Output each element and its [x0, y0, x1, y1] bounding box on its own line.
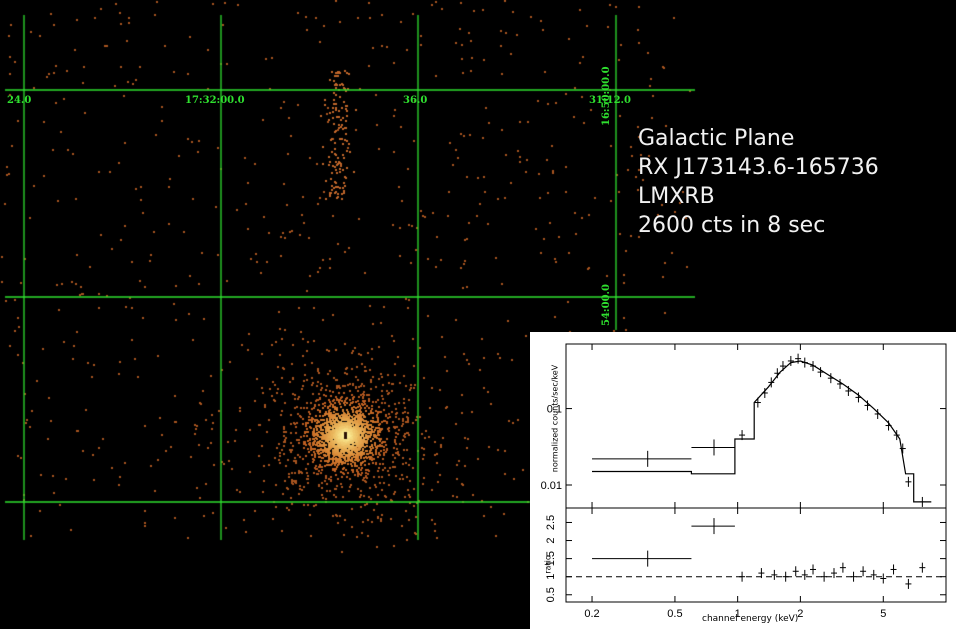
ratio-frame — [565, 507, 947, 603]
source-caption: Galactic Plane RX J173143.6-165736 LMXRB… — [638, 124, 879, 240]
source-class: LMXRB — [638, 184, 715, 209]
source-name: RX J173143.6-165736 — [638, 155, 879, 180]
xtick-label: 1 — [735, 608, 741, 620]
xtick-label: 5 — [880, 608, 886, 620]
ra-label: 24.0 — [7, 95, 32, 106]
dec-label: 16:50:00.0 — [601, 66, 612, 126]
dec-label: 54:00.0 — [601, 284, 612, 326]
ratio-ytick-label: 2.5 — [545, 515, 557, 530]
ra-label: 31:12.0 — [589, 95, 631, 106]
xaxis-label: channel energy (keV) — [702, 614, 799, 624]
spectrum-ytick-label: 0.1 — [547, 404, 562, 416]
ra-label: 36.0 — [403, 95, 428, 106]
xtick-label: 0.2 — [584, 608, 599, 620]
ra-label: 17:32:00.0 — [185, 95, 245, 106]
spectrum-ylabel: normalized counts/sec/keV — [550, 364, 560, 473]
ratio-ytick-label: 2 — [545, 537, 557, 543]
field-name: Galactic Plane — [638, 126, 795, 151]
xtick-label: 0.5 — [667, 608, 682, 620]
xtick-label: 2 — [797, 608, 803, 620]
spectrum-svg: 0.01 0.1 0.5 1 1.5 2 2.5 0.2 0.5 1 2 5 — [541, 343, 947, 620]
ratio-ytick-label: 1.5 — [545, 551, 557, 566]
ratio-ytick-label: 1 — [545, 574, 557, 580]
spectrum-ytick-label: 0.01 — [541, 480, 562, 492]
count-summary: 2600 cts in 8 sec — [638, 213, 826, 238]
spectrum-chart: 0.01 0.1 0.5 1 1.5 2 2.5 0.2 0.5 1 2 5 normalized c… — [530, 332, 956, 629]
ratio-ytick-label: 0.5 — [545, 587, 557, 602]
model-curve — [592, 360, 932, 503]
ratio-ylabel: ratio — [543, 555, 553, 574]
